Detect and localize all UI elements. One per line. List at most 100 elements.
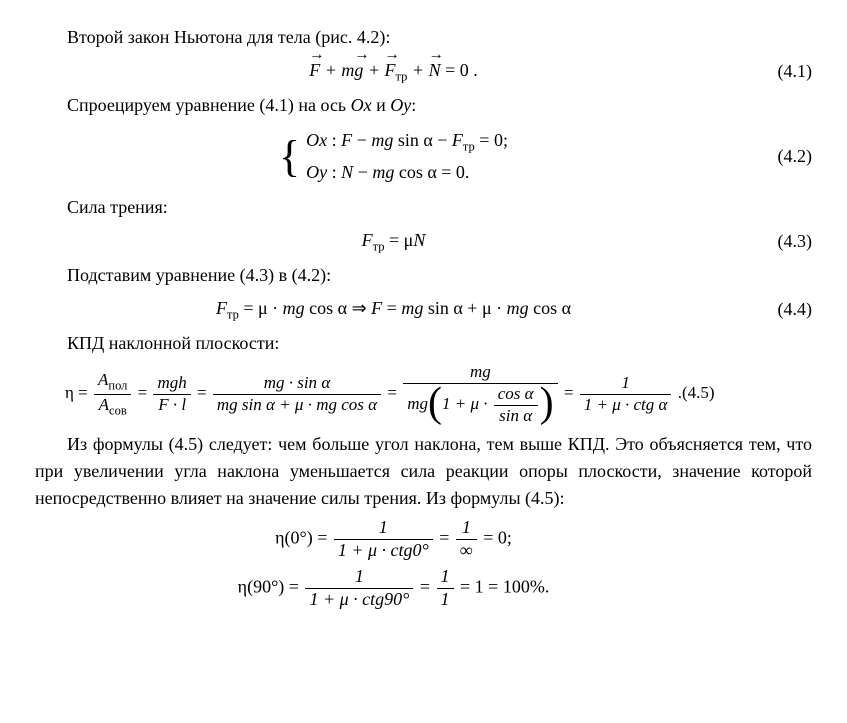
sym-F: F: [362, 230, 373, 250]
sym-mu: μ: [404, 230, 414, 250]
fn-ctg: ctg: [633, 395, 654, 414]
brace-system: { Ox : F − mg sin α − Fтр = 0; Oy : N − …: [279, 125, 508, 187]
fn-cos: cos: [533, 298, 557, 318]
equation-eta-0: η(0°) = 1 1 + μ · ctg0° = 1 ∞ = 0;: [35, 518, 812, 561]
op-minus: −: [433, 130, 452, 150]
op-eq: =: [138, 383, 152, 402]
sym-alpha: α: [423, 130, 432, 150]
vector-N: N: [429, 57, 441, 84]
equation-4-3: Fтр = μN (4.3): [35, 227, 812, 256]
sym-alpha: α: [525, 384, 534, 403]
op-cdot: ·: [625, 395, 629, 414]
op-plus: +: [412, 60, 429, 80]
val-0: 0: [498, 528, 507, 548]
text-ox: Ox: [351, 95, 372, 115]
sym-alpha: α: [523, 406, 532, 425]
text-oy: Oy: [390, 95, 411, 115]
sub-sov: сов: [109, 403, 127, 417]
op-cdot: ·: [289, 373, 293, 392]
eq-oy-line: Oy : N − mg cos α = 0.: [306, 159, 508, 186]
equation-4-5-body: η = Aпол Aсов = mgh F · l = mg · sin α m…: [35, 363, 812, 425]
vector-g: g: [354, 57, 363, 84]
op-cdot: ·: [173, 395, 177, 414]
equation-4-2-body: { Ox : F − mg sin α − Fтр = 0; Oy : N − …: [35, 125, 752, 187]
equation-number-4-3: (4.3): [752, 228, 812, 255]
sym-alpha: α: [453, 298, 462, 318]
text-p2mid: и: [372, 95, 391, 115]
arg-90deg: (90°): [247, 576, 284, 596]
paragraph-newton-law: Второй закон Ньютона для тела (рис. 4.2)…: [35, 24, 812, 51]
sub-tr: тр: [463, 140, 475, 154]
op-eq: =: [78, 383, 92, 402]
op-cdot: ·: [353, 589, 358, 609]
sym-g: g: [229, 395, 238, 414]
op-eq: =: [387, 298, 402, 318]
frac-eta90-a: 1 1 + μ · ctg90°: [305, 567, 413, 610]
frac-1-inf: 1 ∞: [456, 518, 477, 561]
frac-1-1: 1 1: [437, 567, 454, 610]
sym-mu: μ: [482, 298, 492, 318]
fn-sin: sin: [242, 395, 262, 414]
sub-tr: тр: [373, 239, 385, 253]
val-100: 100%: [503, 576, 545, 596]
op-cdot: ·: [272, 298, 278, 318]
sym-alpha: α: [321, 373, 330, 392]
op-eq: =: [564, 383, 578, 402]
equation-4-1: F + mg + Fтр + N = 0 . (4.1): [35, 57, 812, 86]
op-eq: =: [197, 383, 211, 402]
num-1: 1: [456, 518, 477, 540]
sym-N: N: [341, 162, 353, 182]
sym-Ox: Ox: [306, 130, 327, 150]
equation-4-3-body: Fтр = μN: [35, 227, 752, 256]
num-1: 1: [437, 567, 454, 589]
big-paren: (1 + μ · cos α sin α ): [428, 385, 554, 425]
equation-number-4-2: (4.2): [752, 143, 812, 170]
sym-m: m: [264, 373, 276, 392]
equation-4-4-body: Fтр = μ · mg cos α ⇒ F = mg sin α + μ · …: [35, 295, 752, 324]
eq-zero: = 0 .: [445, 60, 478, 80]
fn-cos: cos: [498, 384, 521, 403]
frac-eta0-a: 1 1 + μ · ctg0°: [334, 518, 433, 561]
op-cdot: ·: [382, 540, 387, 560]
eq-ox-line: Ox : F − mg sin α − Fтр = 0;: [306, 127, 508, 156]
text-p2a: Спроецируем уравнение (4.1) на ось: [67, 95, 351, 115]
op-plus: +: [467, 298, 482, 318]
sym-m: m: [217, 395, 229, 414]
op-dot: .: [545, 576, 550, 596]
eq-zero: = 0: [437, 162, 465, 182]
sub-tr: тр: [227, 308, 239, 322]
sym-mu: μ: [295, 395, 304, 414]
sym-g: g: [384, 130, 393, 150]
op-colon: :: [327, 130, 341, 150]
op-eq: =: [439, 528, 454, 548]
brace-body: Ox : F − mg sin α − Fтр = 0; Oy : N − mg…: [306, 125, 508, 187]
op-semi: ;: [503, 130, 508, 150]
op-eq: =: [483, 528, 498, 548]
fn-ctg: ctg: [391, 540, 413, 560]
text-p2end: :: [411, 95, 416, 115]
sym-m: m: [283, 298, 296, 318]
num-1: 1: [580, 374, 672, 395]
sym-g: g: [296, 298, 305, 318]
sym-m: m: [316, 395, 328, 414]
sym-mu: μ: [258, 298, 268, 318]
paragraph-friction: Сила трения:: [35, 194, 812, 221]
equation-4-2: { Ox : F − mg sin α − Fтр = 0; Oy : N − …: [35, 125, 812, 187]
sym-F: F: [452, 130, 463, 150]
op-cdot: ·: [483, 394, 487, 413]
paragraph-project: Спроецируем уравнение (4.1) на ось Ox и …: [35, 92, 812, 119]
op-minus: −: [353, 162, 372, 182]
sym-F: F: [158, 395, 168, 414]
frac-mg-over-mgparen: mg mg(1 + μ · cos α sin α ): [403, 363, 557, 425]
frac-mgsin-over: mg · sin α mg sin α + μ · mg cos α: [213, 374, 381, 414]
sym-A: A: [98, 370, 108, 389]
op-eq: =: [243, 298, 258, 318]
op-plus: +: [368, 60, 385, 80]
op-minus: −: [352, 130, 371, 150]
fn-cos: cos: [341, 395, 364, 414]
sym-l: l: [181, 395, 186, 414]
sym-alpha: α: [266, 395, 275, 414]
den-1: 1: [437, 589, 454, 610]
num-1: 1: [334, 518, 433, 540]
paragraph-efficiency: КПД наклонной плоскости:: [35, 330, 812, 357]
